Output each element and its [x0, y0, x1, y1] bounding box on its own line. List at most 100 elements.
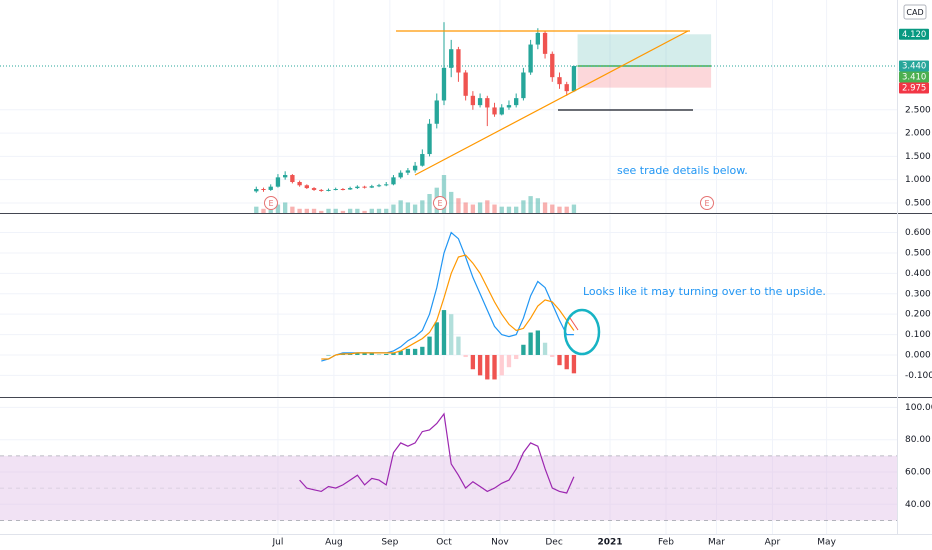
volume-bar [355, 208, 360, 213]
candle-body [434, 100, 439, 124]
volume-bar [571, 204, 577, 213]
candle-body [506, 105, 512, 108]
histogram-bar [326, 354, 331, 356]
volume-bar [420, 200, 425, 213]
volume-bar [369, 208, 374, 213]
candle-body [326, 189, 331, 191]
volume-bar [456, 198, 461, 213]
candle-body [297, 182, 302, 186]
histogram-bar [557, 354, 562, 366]
candle-body [290, 175, 295, 183]
histogram-bar [369, 352, 374, 355]
y-tick-label: 0.000 [905, 350, 931, 360]
grid [0, 0, 897, 534]
volume-bar [254, 206, 259, 213]
volume-bar [492, 204, 497, 213]
volume-bar [542, 202, 548, 213]
x-tick-label: Feb [658, 538, 674, 548]
candle-body [340, 189, 346, 191]
candle-body [333, 189, 338, 191]
y-tick-label: 0.300 [905, 289, 931, 299]
histogram-bar [376, 353, 382, 355]
x-tick-label: Jul [272, 538, 284, 548]
histogram-bar [420, 346, 425, 355]
volume-bar [514, 206, 519, 213]
volume-bar [521, 200, 526, 213]
histogram-bar [384, 353, 389, 355]
histogram-bar [542, 342, 548, 355]
earnings-label: E [704, 199, 709, 208]
histogram-bar [449, 314, 454, 355]
volume-bar [485, 200, 490, 213]
candle-body [427, 123, 432, 155]
price-badge-label: 2.975 [902, 83, 926, 93]
candle-body [369, 186, 374, 188]
x-tick-label: Oct [436, 538, 452, 548]
histogram-bar [470, 354, 476, 370]
candle-body [304, 185, 309, 189]
histogram-bar [434, 322, 439, 355]
histogram-bar [564, 354, 569, 370]
y-tick-label: 60.00 [905, 467, 931, 477]
volume-bar [405, 202, 411, 213]
price-badge [899, 71, 929, 83]
candle-body [412, 165, 418, 171]
histogram-bar [441, 310, 447, 355]
annotation: Looks like it may turning over to the up… [583, 285, 826, 298]
y-tick-label: 0.600 [905, 228, 931, 238]
histogram-bar [521, 344, 526, 355]
candle-body [275, 177, 281, 187]
candle-body [282, 175, 288, 178]
earnings-marker [264, 196, 278, 210]
highlight-circle [563, 308, 601, 356]
volume-bar [477, 202, 483, 213]
candle-body [311, 188, 317, 190]
candle-body [384, 184, 389, 186]
profit-zone [577, 34, 712, 68]
volume-bar [412, 204, 418, 213]
candle-body [477, 98, 483, 106]
volume-bar [311, 208, 317, 213]
volume-bar [528, 196, 533, 213]
histogram-bar [492, 354, 497, 380]
histogram-bar [477, 354, 483, 376]
volume-bar [463, 202, 468, 213]
volume-bar [268, 208, 273, 213]
price-badge-label: 4.120 [902, 30, 926, 40]
loss-zone [577, 67, 712, 88]
candle-body [571, 65, 577, 92]
earnings-label: E [268, 199, 273, 208]
volume-bar [297, 208, 302, 213]
volume-bar [282, 202, 288, 213]
histogram-bar [456, 336, 461, 355]
x-tick-label: Nov [491, 538, 509, 548]
volume-bar [557, 206, 562, 213]
candle-body [319, 189, 324, 191]
candle-body [261, 189, 266, 191]
volume-bar [376, 208, 382, 213]
candle-body [542, 32, 548, 54]
candle-body [441, 67, 447, 101]
y-tick-label: 1.500 [905, 152, 931, 162]
rsi-band [0, 455, 897, 521]
candle-body [254, 189, 259, 192]
y-tick-label: 0.200 [905, 310, 931, 320]
candle-body [550, 53, 555, 78]
currency-badge[interactable] [903, 4, 927, 20]
volume-bar [333, 208, 338, 213]
price-badge-label: 3.410 [902, 72, 926, 82]
candle-body [463, 72, 468, 96]
x-tick-label: Mar [708, 538, 725, 548]
volume-bar [564, 206, 569, 213]
y-tick-label: 40.00 [905, 500, 931, 510]
rsi-line [299, 412, 575, 494]
candle-body [492, 107, 497, 115]
x-tick-label: Dec [545, 538, 562, 548]
histogram-bar [485, 354, 490, 380]
y-tick-label: 0.500 [905, 198, 931, 208]
volume-bar [535, 198, 541, 213]
annotation: see trade details below. [617, 164, 748, 177]
currency[interactable]: CAD [906, 8, 923, 17]
